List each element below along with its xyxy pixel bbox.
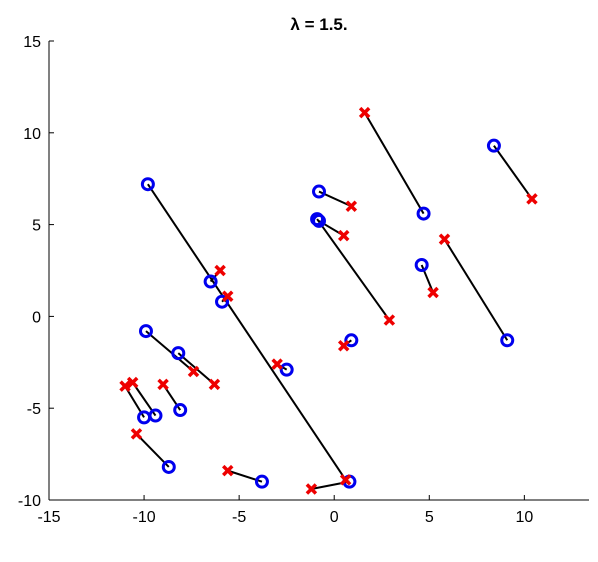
cross-marker <box>119 380 131 392</box>
cross-marker <box>221 290 234 302</box>
x-tick-label: 5 <box>425 509 434 526</box>
cross-stroke <box>339 474 352 486</box>
x-tick-label: -15 <box>37 509 60 526</box>
cross-marker <box>345 200 358 212</box>
cross-stroke <box>526 193 538 205</box>
pair-line <box>443 238 509 341</box>
cross-stroke <box>126 376 139 389</box>
cross-stroke <box>221 464 234 477</box>
cross-stroke <box>208 378 221 391</box>
circle-marker <box>137 410 152 425</box>
cross-marker <box>130 428 143 440</box>
x-tick-label: -5 <box>232 509 246 526</box>
circle-marker <box>344 333 359 348</box>
circle-marker <box>500 333 515 348</box>
cross-marker <box>214 264 226 277</box>
cross-marker <box>271 358 283 370</box>
cross-marker <box>337 340 350 352</box>
x-tick-label: 0 <box>330 509 339 526</box>
cross-stroke <box>358 106 371 119</box>
pair-line <box>145 330 195 373</box>
circle-marker <box>215 294 230 309</box>
cross-stroke <box>157 378 169 391</box>
cross-marker <box>337 229 350 242</box>
cross-stroke <box>214 264 226 277</box>
cross-marker <box>305 483 318 495</box>
cross-marker <box>358 106 371 119</box>
cross-stroke <box>187 365 200 378</box>
circle-marker <box>161 459 176 474</box>
cross-marker <box>427 286 439 299</box>
cross-marker <box>221 464 234 477</box>
y-tick-label: 0 <box>32 309 41 326</box>
pair-line <box>493 145 533 200</box>
circle-marker <box>312 213 326 228</box>
cross-stroke <box>271 358 283 370</box>
pair-line <box>147 183 347 481</box>
circle-marker <box>312 184 326 199</box>
circle-marker <box>416 206 431 221</box>
cross-stroke <box>119 380 131 392</box>
cross-stroke <box>345 200 358 212</box>
circle-marker <box>171 346 186 361</box>
cross-stroke <box>337 229 350 242</box>
cross-marker <box>157 378 169 391</box>
cross-stroke <box>427 286 439 299</box>
circle-markers <box>137 138 515 489</box>
cross-stroke <box>130 428 143 440</box>
chart-title: λ = 1.5. <box>290 15 347 34</box>
cross-marker <box>383 314 396 326</box>
circle-marker <box>486 138 501 153</box>
cross-marker <box>339 474 352 486</box>
pair-line <box>316 218 391 321</box>
axes <box>48 41 589 501</box>
y-tick-label: 5 <box>32 218 41 235</box>
x-tick-label: -10 <box>133 509 156 526</box>
cross-marker <box>526 193 538 205</box>
y-tick-label: -10 <box>18 493 41 510</box>
cross-marker <box>187 365 200 378</box>
y-tick-label: 15 <box>23 34 41 51</box>
circle-marker <box>173 403 188 418</box>
cross-markers <box>119 106 538 495</box>
cross-marker <box>438 233 451 246</box>
cross-marker <box>208 378 221 391</box>
pair-line <box>363 112 425 215</box>
x-tick-label: 10 <box>515 509 533 526</box>
circle-marker <box>414 257 429 272</box>
cross-marker <box>126 376 139 389</box>
cross-stroke <box>221 290 234 302</box>
cross-stroke <box>438 233 451 246</box>
circle-marker <box>279 362 294 377</box>
circle-marker <box>140 177 155 192</box>
circle-marker <box>203 274 218 289</box>
cross-stroke <box>383 314 396 326</box>
cross-stroke <box>305 483 318 495</box>
y-tick-label: -5 <box>27 401 41 418</box>
pair-line <box>135 433 170 468</box>
circle-marker <box>310 212 325 227</box>
y-axis-ticks: -10 -5 0 5 10 15 <box>18 34 54 510</box>
circle-marker <box>254 474 269 489</box>
circle-marker <box>138 324 153 339</box>
pair-lines <box>124 112 533 490</box>
y-tick-label: 10 <box>23 126 41 143</box>
x-axis-ticks: -15 -10 -5 0 5 10 <box>37 495 533 526</box>
cross-stroke <box>337 340 350 352</box>
